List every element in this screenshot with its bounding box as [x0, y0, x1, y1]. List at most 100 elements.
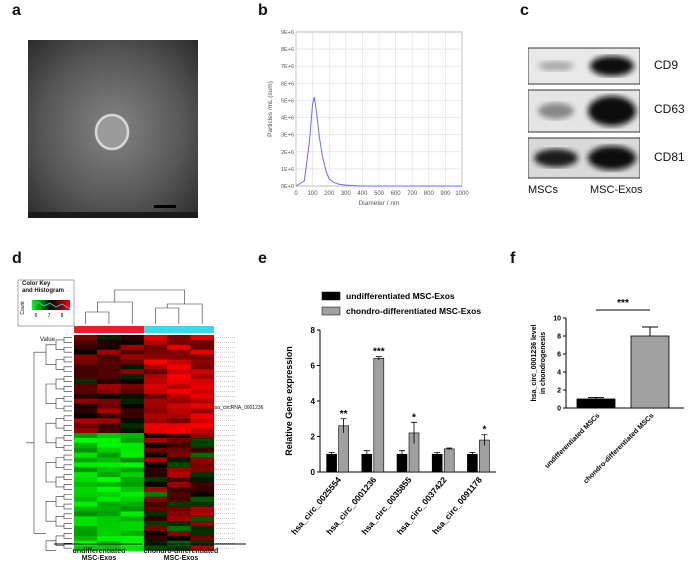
group-label-chondro: chondro-differentiated MSC-Exos: [143, 548, 219, 562]
heatmap-cell: [120, 398, 145, 404]
y-tick-label: 3E+6: [281, 133, 294, 139]
heatmap-cell: [167, 531, 191, 537]
heatmap-cell: [97, 540, 121, 546]
heatmap-cell: [120, 423, 145, 429]
heatmap-cell: [97, 526, 121, 532]
heatmap-cell: [74, 462, 98, 468]
heatmap-cell: [120, 535, 145, 542]
heatmap-cell: [190, 437, 215, 444]
heatmap-cell: [167, 428, 191, 434]
heatmap-cell: [74, 364, 98, 370]
x-tick-label: 1000: [455, 191, 469, 197]
heatmap-cell: [190, 442, 215, 448]
heatmap-cell: [74, 526, 98, 532]
heatmap-cell: [74, 516, 98, 522]
heatmap-cell: [143, 393, 168, 399]
band-label-cd63: CD63: [654, 102, 685, 116]
heatmap-cell: [143, 477, 168, 483]
heatmap-cell: [167, 457, 191, 463]
heatmap-cell: [190, 496, 215, 502]
heatmap-cell: [190, 467, 215, 473]
heatmap-cell: [143, 428, 168, 434]
heatmap-cell: [167, 413, 191, 419]
heatmap-cell: [143, 437, 168, 444]
group-bar-undiff: [74, 326, 144, 333]
heatmap-cell: [190, 335, 215, 341]
heatmap-cell: [190, 364, 215, 370]
heatmap-cell: [97, 437, 121, 444]
x-tick-label: 500: [374, 191, 385, 197]
significance-marker: **: [340, 409, 348, 420]
color-key-histogram: [31, 301, 71, 310]
heatmap-cell: [143, 354, 168, 360]
x-tick-label: 200: [324, 191, 335, 197]
heatmap-cell: [190, 339, 215, 346]
y-tick-label: 4: [557, 370, 561, 377]
heatmap-cell: [167, 452, 191, 458]
heatmap-cell: [190, 433, 215, 439]
y-tick-label: 8: [311, 326, 316, 335]
heatmap-cell: [97, 339, 121, 346]
heatmap-cell: [143, 403, 168, 409]
heatmap-cell: [74, 491, 98, 497]
row-dendrogram: [26, 337, 72, 551]
bar: [467, 453, 478, 473]
heatmap-cell: [74, 349, 98, 355]
color-key-tick: 7: [48, 313, 51, 319]
heatmap-cell: [120, 482, 145, 488]
heatmap-cell: [143, 526, 168, 532]
y-axis-label: hsa_circ_0001236 level: [531, 324, 538, 401]
heatmap-cell: [120, 457, 145, 463]
color-key-title: Color Key and Histogram: [22, 281, 65, 294]
bar: [431, 453, 443, 473]
heatmap-cell: [120, 364, 145, 370]
error-bar: [399, 450, 405, 458]
heatmap-cell: [190, 369, 215, 375]
heatmap-cell: [74, 374, 98, 380]
heatmap-cell: [143, 467, 168, 473]
heatmap-cell: [74, 477, 98, 483]
heatmap-cell: [97, 516, 121, 522]
heatmap-cell: [97, 462, 121, 468]
error-bar: [588, 397, 604, 399]
y-tick-label: 2E+6: [281, 150, 294, 156]
heatmap-cell: [97, 349, 121, 355]
heatmap-cell: [120, 491, 145, 497]
x-tick-label: 900: [440, 191, 451, 197]
color-key-gradient: [32, 300, 70, 310]
heatmap-cell: [120, 374, 145, 380]
x-tick-label: 800: [424, 191, 435, 197]
heatmap-cell: [120, 472, 145, 478]
heatmap-cell: [143, 335, 168, 341]
heatmap-cell: [74, 457, 98, 463]
heatmap-cell: [167, 526, 191, 532]
heatmap-cell: [190, 344, 215, 350]
heatmap-cell: [97, 433, 121, 439]
y-tick-label: 6: [557, 352, 561, 359]
western-blot: CD9 CD63 CD81 MSCs MSC-Exos: [528, 38, 698, 203]
y-axis-label: Relative Gene expression: [284, 346, 294, 456]
heatmap-cell: [97, 374, 121, 380]
heatmap-cell: [190, 521, 215, 527]
heatmap-cell: [167, 516, 191, 522]
heatmap-cell: [97, 472, 121, 478]
heatmap-cell: [97, 379, 121, 385]
heatmap-cell: [143, 423, 168, 429]
heatmap-cell: [143, 545, 168, 551]
heatmap-cell: [143, 452, 168, 458]
heatmap-cell: [190, 511, 215, 517]
heatmap-cell: [120, 403, 145, 409]
heatmap-cell: [167, 354, 191, 360]
heatmap-cell: [143, 418, 168, 424]
heatmap-cell: [74, 369, 98, 375]
heatmap-cell: [143, 398, 168, 404]
heatmap-cell: [143, 521, 168, 527]
heatmap-cell: [190, 462, 215, 468]
heatmap-cell: [167, 442, 191, 448]
heatmap-cell: [167, 423, 191, 429]
heatmap-cell: [190, 428, 215, 434]
heatmap-cell: [143, 359, 168, 365]
heatmap-cell: [190, 398, 215, 404]
heatmap-cell: [74, 408, 98, 414]
significance-marker: *: [482, 425, 486, 436]
